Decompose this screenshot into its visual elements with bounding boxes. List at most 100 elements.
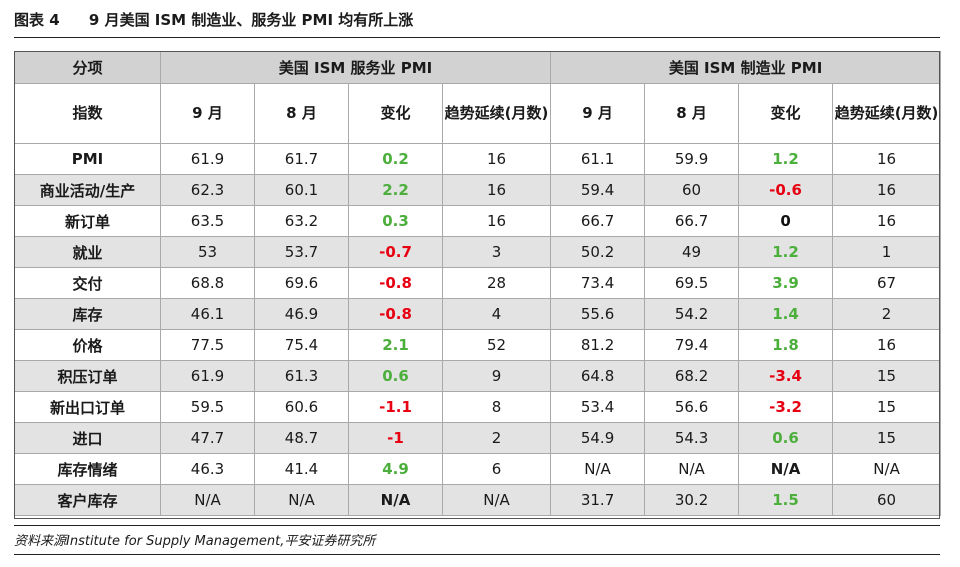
cell-services-trend: 28: [441, 267, 552, 299]
table-row: 就业 53 53.7 -0.7 3 50.2 49 1.2 1: [14, 236, 942, 268]
bottom-rule: [14, 525, 940, 526]
col-header-manufacturing-sep: 9 月: [550, 83, 646, 144]
cell-services-change: 2.2: [348, 174, 443, 206]
row-label: PMI: [14, 143, 161, 175]
cell-manufacturing-change: -3.4: [738, 360, 834, 392]
cell-services-aug: 48.7: [254, 422, 349, 454]
cell-manufacturing-change: 0.6: [738, 422, 834, 454]
col-header-manufacturing-aug: 8 月: [644, 83, 740, 144]
group-header-row: 分项 美国 ISM 服务业 PMI 美国 ISM 制造业 PMI: [14, 51, 942, 84]
cell-services-change: -0.7: [348, 236, 443, 268]
cell-manufacturing-change: N/A: [738, 453, 834, 485]
cell-manufacturing-aug: 49: [644, 236, 740, 268]
cell-manufacturing-change: -0.6: [738, 174, 834, 206]
cell-services-sep: 63.5: [160, 205, 255, 237]
cell-manufacturing-trend: N/A: [832, 453, 942, 485]
cell-services-sep: N/A: [160, 484, 255, 516]
cell-manufacturing-sep: N/A: [550, 453, 646, 485]
cell-manufacturing-change: 0: [738, 205, 834, 237]
cell-services-aug: 60.1: [254, 174, 349, 206]
cell-manufacturing-trend: 60: [832, 484, 942, 516]
cell-manufacturing-sep: 53.4: [550, 391, 646, 423]
cell-services-change: 0.3: [348, 205, 443, 237]
cell-services-change: -0.8: [348, 267, 443, 299]
cell-services-change: -0.8: [348, 298, 443, 330]
cell-services-trend: 8: [441, 391, 552, 423]
cell-manufacturing-sep: 54.9: [550, 422, 646, 454]
source-note: 资料来源Institute for Supply Management,平安证券…: [14, 534, 376, 549]
row-label: 积压订单: [14, 360, 161, 392]
table-row: 库存情绪 46.3 41.4 4.9 6 N/A N/A N/A N/A: [14, 453, 942, 485]
table-row: 价格 77.5 75.4 2.1 52 81.2 79.4 1.8 16: [14, 329, 942, 361]
table-row: PMI 61.9 61.7 0.2 16 61.1 59.9 1.2 16: [14, 143, 942, 175]
cell-manufacturing-aug: 56.6: [644, 391, 740, 423]
cell-services-aug: 61.3: [254, 360, 349, 392]
cell-manufacturing-aug: 59.9: [644, 143, 740, 175]
cell-manufacturing-sep: 61.1: [550, 143, 646, 175]
figure-label: 图表 4: [14, 11, 60, 29]
table-row: 商业活动/生产 62.3 60.1 2.2 16 59.4 60 -0.6 16: [14, 174, 942, 206]
col-header-services-aug: 8 月: [254, 83, 349, 144]
cell-services-trend: 4: [441, 298, 552, 330]
cell-manufacturing-trend: 2: [832, 298, 942, 330]
cell-manufacturing-aug: 69.5: [644, 267, 740, 299]
cell-manufacturing-aug: 66.7: [644, 205, 740, 237]
cell-manufacturing-sep: 81.2: [550, 329, 646, 361]
col-header-manufacturing-trend: 趋势延续(月数): [832, 83, 942, 144]
cell-manufacturing-aug: 54.3: [644, 422, 740, 454]
corner-header: 分项: [14, 51, 161, 84]
cell-services-sep: 46.1: [160, 298, 255, 330]
cell-manufacturing-trend: 67: [832, 267, 942, 299]
cell-services-trend: 52: [441, 329, 552, 361]
cell-services-sep: 61.9: [160, 143, 255, 175]
cell-services-aug: 61.7: [254, 143, 349, 175]
cell-manufacturing-change: 1.4: [738, 298, 834, 330]
cell-manufacturing-aug: 68.2: [644, 360, 740, 392]
cell-manufacturing-trend: 16: [832, 143, 942, 175]
row-label: 进口: [14, 422, 161, 454]
row-label: 库存情绪: [14, 453, 161, 485]
cell-manufacturing-sep: 50.2: [550, 236, 646, 268]
cell-services-trend: 16: [441, 205, 552, 237]
cell-services-change: 4.9: [348, 453, 443, 485]
cell-manufacturing-change: 1.2: [738, 143, 834, 175]
cell-manufacturing-sep: 59.4: [550, 174, 646, 206]
cell-manufacturing-trend: 15: [832, 391, 942, 423]
cell-manufacturing-change: -3.2: [738, 391, 834, 423]
col-header-manufacturing-change: 变化: [738, 83, 834, 144]
col-header-services-trend: 趋势延续(月数): [441, 83, 552, 144]
cell-services-sep: 61.9: [160, 360, 255, 392]
table-row: 交付 68.8 69.6 -0.8 28 73.4 69.5 3.9 67: [14, 267, 942, 299]
services-group-header: 美国 ISM 服务业 PMI: [159, 51, 552, 84]
figure-title: 图表 4 9 月美国 ISM 制造业、服务业 PMI 均有所上涨: [14, 8, 413, 32]
cell-services-aug: N/A: [254, 484, 349, 516]
col-header-services-change: 变化: [348, 83, 443, 144]
cell-services-trend: 2: [441, 422, 552, 454]
cell-manufacturing-sep: 55.6: [550, 298, 646, 330]
pmi-table: 分项 美国 ISM 服务业 PMI 美国 ISM 制造业 PMI 指数 9 月 …: [14, 51, 942, 516]
table-row: 客户库存 N/A N/A N/A N/A 31.7 30.2 1.5 60: [14, 484, 942, 516]
end-rule: [14, 554, 940, 555]
row-label: 新出口订单: [14, 391, 161, 423]
cell-manufacturing-trend: 1: [832, 236, 942, 268]
column-header-row: 指数 9 月 8 月 变化 趋势延续(月数) 9 月 8 月 变化 趋势延续(月…: [14, 83, 942, 144]
cell-services-change: N/A: [348, 484, 443, 516]
row-label: 价格: [14, 329, 161, 361]
top-rule: [14, 37, 940, 38]
cell-services-change: 0.2: [348, 143, 443, 175]
manufacturing-group-header: 美国 ISM 制造业 PMI: [550, 51, 942, 84]
cell-services-trend: 6: [441, 453, 552, 485]
table-row: 积压订单 61.9 61.3 0.6 9 64.8 68.2 -3.4 15: [14, 360, 942, 392]
table-row: 进口 47.7 48.7 -1 2 54.9 54.3 0.6 15: [14, 422, 942, 454]
cell-manufacturing-sep: 66.7: [550, 205, 646, 237]
cell-services-aug: 41.4: [254, 453, 349, 485]
cell-services-trend: 16: [441, 143, 552, 175]
cell-services-trend: 9: [441, 360, 552, 392]
row-label: 商业活动/生产: [14, 174, 161, 206]
cell-services-sep: 68.8: [160, 267, 255, 299]
cell-services-change: -1: [348, 422, 443, 454]
cell-manufacturing-aug: 79.4: [644, 329, 740, 361]
cell-manufacturing-change: 1.8: [738, 329, 834, 361]
cell-services-aug: 46.9: [254, 298, 349, 330]
cell-services-trend: N/A: [441, 484, 552, 516]
